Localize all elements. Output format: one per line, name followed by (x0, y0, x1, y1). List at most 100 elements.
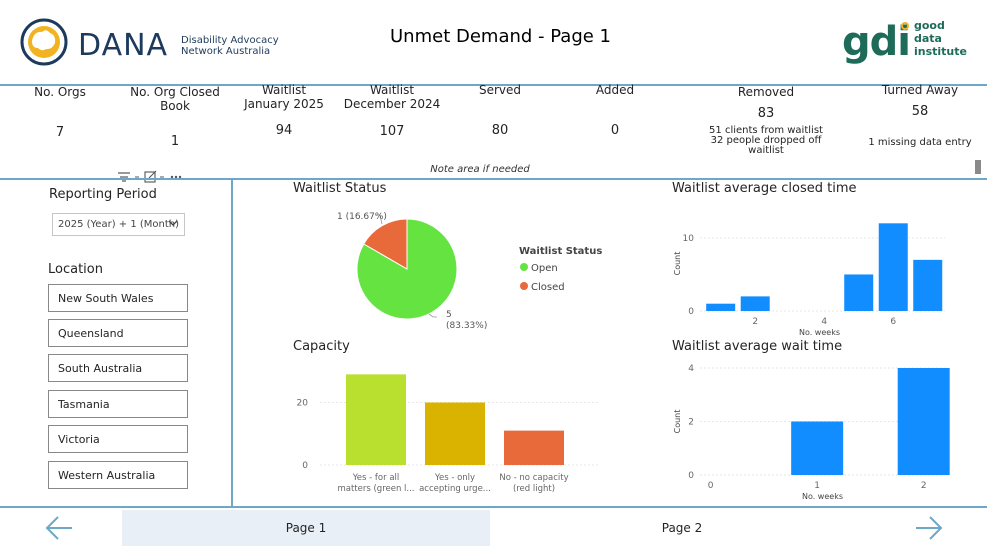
x-axis-label: No. weeks (802, 492, 843, 501)
x-tick-label: 2 (752, 317, 758, 327)
kpi-label-line2: January 2025 (244, 97, 324, 111)
bar[interactable] (913, 259, 943, 311)
waitlist-status-title: Waitlist Status (293, 181, 387, 196)
y-tick-label: 4 (688, 364, 694, 374)
bar[interactable] (740, 296, 770, 311)
bar[interactable] (878, 223, 908, 311)
pie-legend-open: Open (531, 263, 558, 274)
pie-label-closed: 1 (16.67%) (337, 212, 387, 222)
x-tick-label: (red light) (513, 484, 555, 494)
location-button-tasmania[interactable]: Tasmania (48, 390, 188, 418)
kpi-turned-away: Turned Away 58 1 missing data entry (860, 83, 980, 158)
kpi-note: 1 missing data entry (868, 137, 972, 148)
closed-time-bar-chart[interactable]: 0 10 2 4 6 No. weeks Count (660, 198, 970, 338)
partner-name: good data institute (914, 19, 967, 58)
brand-subtitle-line1: Disability Advocacy (181, 35, 279, 46)
kpi-value: 7 (55, 125, 65, 140)
kpi-value: 83 (757, 106, 775, 121)
partner-logo: gdi (842, 19, 911, 65)
location-button-new-south-wales[interactable]: New South Wales (48, 284, 188, 312)
partner-line3: institute (914, 45, 967, 58)
pie-leader-line (375, 214, 383, 225)
y-tick-label: 0 (302, 461, 308, 471)
brand-subtitle: Disability Advocacy Network Australia (181, 35, 279, 57)
kpi-label: Waitlist (261, 83, 307, 97)
partner-line1: good (914, 19, 945, 32)
footer-divider (0, 506, 987, 508)
reporting-period-dropdown[interactable]: 2025 (Year) + 1 (Month) (52, 213, 185, 236)
bar[interactable] (897, 368, 950, 475)
panel-divider (231, 180, 233, 507)
pie-label-open-pct: (83.33%) (446, 321, 487, 331)
focus-mode-icon[interactable] (144, 170, 157, 183)
y-tick-label: 20 (297, 399, 309, 409)
bar[interactable] (504, 430, 564, 465)
x-tick-label: 0 (708, 481, 714, 491)
x-tick-label: 6 (890, 317, 896, 327)
location-button-south-australia[interactable]: South Australia (48, 354, 188, 382)
arrow-left-icon[interactable] (44, 514, 74, 542)
bar[interactable] (844, 274, 874, 311)
brand-subtitle-line2: Network Australia (181, 46, 271, 57)
kpi-waitlist-dec: Waitlist December 2024 107 (340, 83, 444, 158)
kpi-label: Added (595, 83, 635, 97)
kpi-served: Served 80 (460, 83, 540, 158)
arrow-right-icon[interactable] (914, 514, 944, 542)
kpi-value: 0 (610, 123, 620, 138)
kpi-waitlist-jan: Waitlist January 2025 94 (238, 83, 330, 158)
partner-logo-dot-icon (901, 22, 909, 30)
kpi-label-line2: Book (160, 99, 190, 113)
tab-page-2[interactable]: Page 2 (661, 521, 703, 535)
x-tick-label: 2 (921, 481, 927, 491)
kpi-note: waitlist (748, 145, 784, 156)
bar[interactable] (706, 303, 736, 311)
wait-time-bar-chart[interactable]: 0 2 4 0 1 2 No. weeks Count (660, 355, 970, 503)
closed-time-title: Waitlist average closed time (672, 181, 857, 196)
kpi-divider (0, 178, 987, 180)
kpi-added: Added 0 (575, 83, 655, 158)
kpi-label-line2: December 2024 (343, 97, 441, 111)
bar[interactable] (425, 402, 485, 466)
bar[interactable] (346, 374, 406, 465)
pie-legend-title: Waitlist Status (519, 246, 602, 257)
kpi-label: Served (478, 83, 522, 97)
bar[interactable] (791, 421, 844, 476)
waitlist-status-pie-chart[interactable]: 1 (16.67%) 5(83.33%) Waitlist Status Open Cl… (240, 198, 640, 338)
kpi-label: No. Orgs (34, 85, 86, 99)
location-button-victoria[interactable]: Victoria (48, 425, 188, 453)
dana-logo (20, 18, 68, 66)
kpi-removed: Removed 83 51 clients from waitlist 32 p… (700, 85, 832, 160)
x-tick-label: 1 (814, 481, 820, 491)
kpi-value: 80 (491, 123, 509, 138)
chevron-down-icon (168, 220, 178, 226)
y-axis-label: Count (673, 252, 682, 276)
header-divider (0, 84, 987, 86)
location-button-queensland[interactable]: Queensland (48, 319, 188, 347)
location-button-western-australia[interactable]: Western Australia (48, 461, 188, 489)
tab-page-1[interactable]: Page 1 (122, 510, 490, 546)
pie-legend-closed: Closed (531, 282, 565, 293)
reporting-period-title: Reporting Period (49, 187, 157, 202)
kpi-label: No. Org Closed (130, 85, 220, 99)
filter-icon[interactable] (118, 172, 130, 182)
kpi-note: 51 clients from waitlist (709, 125, 823, 136)
brand-name: DANA (78, 28, 169, 63)
x-tick-label: Yes - only (434, 473, 475, 483)
reporting-period-value: 2025 (Year) + 1 (Month) (58, 219, 180, 230)
more-options-icon[interactable] (170, 175, 182, 179)
page-title: Unmet Demand - Page 1 (390, 26, 611, 47)
x-tick-label: No - no capacity (499, 473, 568, 483)
kpi-note: 32 people dropped off (710, 135, 822, 146)
x-axis-label: No. weeks (799, 328, 840, 337)
pie-slice-open[interactable] (356, 218, 458, 320)
visual-toolbar (116, 170, 186, 187)
kpi-value: 1 (170, 134, 180, 149)
x-tick-label: matters (green l... (337, 484, 414, 494)
pie-leader-line (428, 313, 437, 318)
kpi-scrollbar[interactable] (975, 160, 981, 174)
pie-slice-closed[interactable] (363, 218, 408, 270)
wait-time-title: Waitlist average wait time (672, 339, 843, 354)
kpi-value: 107 (379, 124, 405, 139)
kpi-closed-book: No. Org Closed Book 1 (120, 85, 230, 160)
